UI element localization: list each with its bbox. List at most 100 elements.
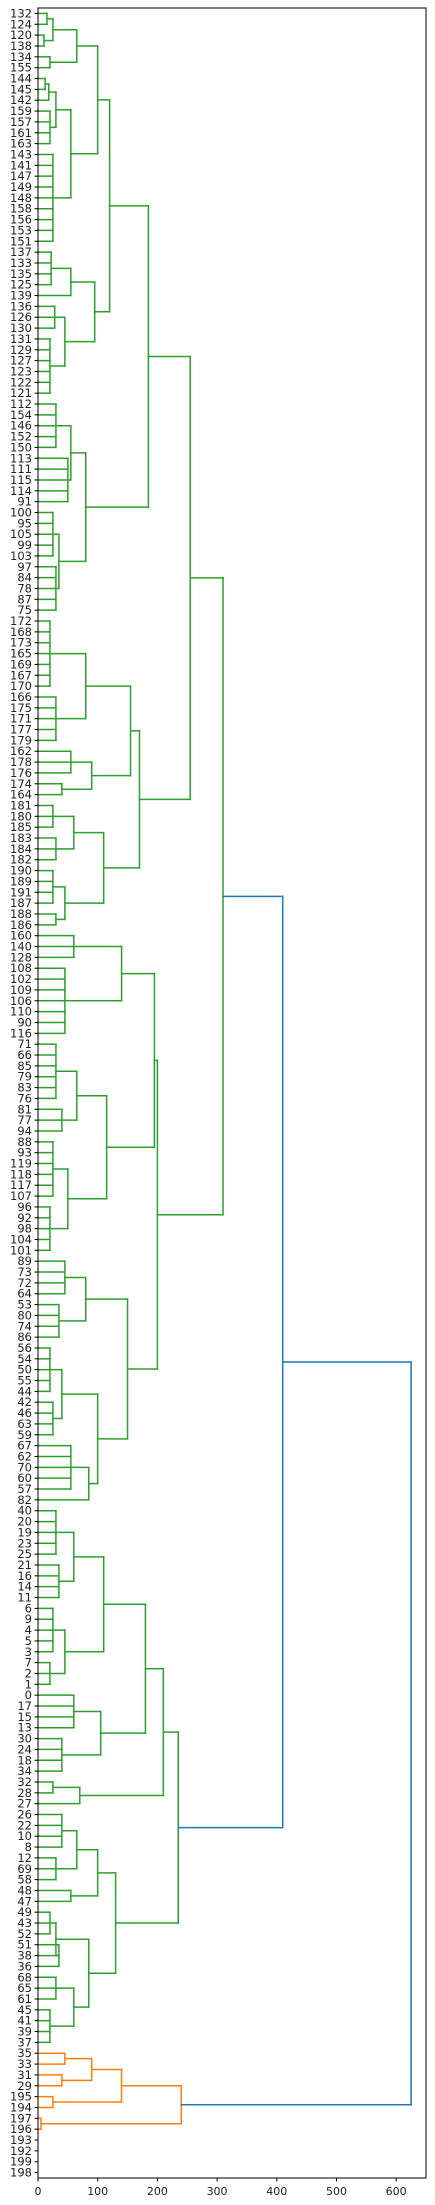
leaf-label: 75 xyxy=(17,603,32,617)
leaf-label: 97 xyxy=(17,560,32,574)
leaf-label: 189 xyxy=(10,874,32,888)
leaf-label: 111 xyxy=(10,462,32,476)
leaf-label: 197 xyxy=(10,2111,32,2125)
leaf-label: 94 xyxy=(17,1124,32,1138)
leaf-label: 178 xyxy=(10,755,32,769)
leaf-label: 12 xyxy=(17,1851,32,1865)
leaf-label: 72 xyxy=(17,1276,32,1290)
leaf-label: 133 xyxy=(10,256,32,270)
leaf-label: 14 xyxy=(17,1580,32,1594)
leaf-label: 185 xyxy=(10,820,32,834)
leaf-label: 3 xyxy=(25,1645,32,1659)
leaf-label: 18 xyxy=(17,1753,32,1767)
leaf-label: 119 xyxy=(10,1157,32,1171)
leaf-label: 129 xyxy=(10,343,32,357)
leaf-label: 37 xyxy=(17,2035,32,2049)
leaf-label: 83 xyxy=(17,1081,32,1095)
leaf-label: 106 xyxy=(10,994,32,1008)
leaf-label: 49 xyxy=(17,1905,32,1919)
leaf-label: 99 xyxy=(17,538,32,552)
leaf-label: 53 xyxy=(17,1298,32,1312)
plot-frame xyxy=(37,7,427,2179)
dendrogram-links xyxy=(37,12,412,2130)
leaf-label: 34 xyxy=(17,1764,32,1778)
leaf-label: 62 xyxy=(17,1449,32,1463)
leaf-label: 4 xyxy=(25,1623,32,1637)
leaf-label: 20 xyxy=(17,1515,32,1529)
leaf-label: 11 xyxy=(17,1591,32,1605)
leaf-label: 21 xyxy=(17,1558,32,1572)
leaf-label: 138 xyxy=(10,39,32,53)
x-tick-label: 600 xyxy=(386,2185,407,2198)
leaf-label: 90 xyxy=(17,1015,32,1029)
leaf-label: 45 xyxy=(17,2003,32,2017)
leaf-label: 77 xyxy=(17,1113,32,1127)
leaf-label: 23 xyxy=(17,1536,32,1550)
leaf-label: 38 xyxy=(17,1949,32,1963)
leaf-label: 121 xyxy=(10,386,32,400)
leaf-label: 31 xyxy=(17,2068,32,2082)
leaf-label: 68 xyxy=(17,1970,32,1984)
leaf-label: 70 xyxy=(17,1460,32,1474)
leaf-label: 78 xyxy=(17,581,32,595)
leaf-label: 26 xyxy=(17,1808,32,1822)
leaf-label: 191 xyxy=(10,885,32,899)
leaf-label: 47 xyxy=(17,1894,32,1908)
leaf-label: 159 xyxy=(10,104,32,118)
leaf-label: 150 xyxy=(10,440,32,454)
leaf-label: 142 xyxy=(10,93,32,107)
leaf-label: 63 xyxy=(17,1417,32,1431)
leaf-label: 123 xyxy=(10,364,32,378)
leaf-label: 194 xyxy=(10,2100,32,2114)
leaf-label: 50 xyxy=(17,1363,32,1377)
leaf-label: 19 xyxy=(17,1525,32,1539)
leaf-label: 156 xyxy=(10,213,32,227)
leaf-label: 162 xyxy=(10,744,32,758)
x-tick-label: 300 xyxy=(207,2185,228,2198)
leaf-label: 36 xyxy=(17,1959,32,1973)
leaf-label: 8 xyxy=(25,1840,32,1854)
x-tick-label: 100 xyxy=(87,2185,108,2198)
leaf-label: 44 xyxy=(17,1384,32,1398)
leaf-label: 33 xyxy=(17,2057,32,2071)
leaf-label: 107 xyxy=(10,1189,32,1203)
x-tick-label: 0 xyxy=(35,2185,42,2198)
leaf-label: 181 xyxy=(10,798,32,812)
leaf-label: 169 xyxy=(10,657,32,671)
leaf-label: 199 xyxy=(10,2155,32,2169)
leaf-label: 52 xyxy=(17,1927,32,1941)
leaf-label: 28 xyxy=(17,1786,32,1800)
leaf-label: 141 xyxy=(10,158,32,172)
leaf-label: 74 xyxy=(17,1319,32,1333)
leaf-label: 17 xyxy=(17,1699,32,1713)
leaf-label: 105 xyxy=(10,527,32,541)
leaf-label: 0 xyxy=(25,1688,32,1702)
leaf-label: 158 xyxy=(10,202,32,216)
leaf-label: 22 xyxy=(17,1818,32,1832)
leaf-label: 13 xyxy=(17,1721,32,1735)
leaf-label: 137 xyxy=(10,245,32,259)
leaf-label: 195 xyxy=(10,2090,32,2104)
leaf-label: 192 xyxy=(10,2144,32,2158)
leaf-label: 164 xyxy=(10,788,32,802)
leaf-label: 190 xyxy=(10,864,32,878)
leaf-label: 131 xyxy=(10,332,32,346)
leaf-label: 177 xyxy=(10,723,32,737)
leaf-label: 108 xyxy=(10,961,32,975)
leaf-label: 144 xyxy=(10,72,32,86)
leaf-label: 95 xyxy=(17,516,32,530)
leaf-label: 41 xyxy=(17,2014,32,2028)
leaf-label: 55 xyxy=(17,1374,32,1388)
leaf-label: 43 xyxy=(17,1916,32,1930)
leaf-label: 30 xyxy=(17,1732,32,1746)
leaf-label: 148 xyxy=(10,191,32,205)
leaf-label: 155 xyxy=(10,61,32,75)
leaf-label: 65 xyxy=(17,1981,32,1995)
leaf-label: 113 xyxy=(10,451,32,465)
leaf-label: 174 xyxy=(10,777,32,791)
leaf-label: 118 xyxy=(10,1167,32,1181)
leaf-label: 103 xyxy=(10,549,32,563)
leaf-label: 101 xyxy=(10,1243,32,1257)
leaf-label: 51 xyxy=(17,1938,32,1952)
